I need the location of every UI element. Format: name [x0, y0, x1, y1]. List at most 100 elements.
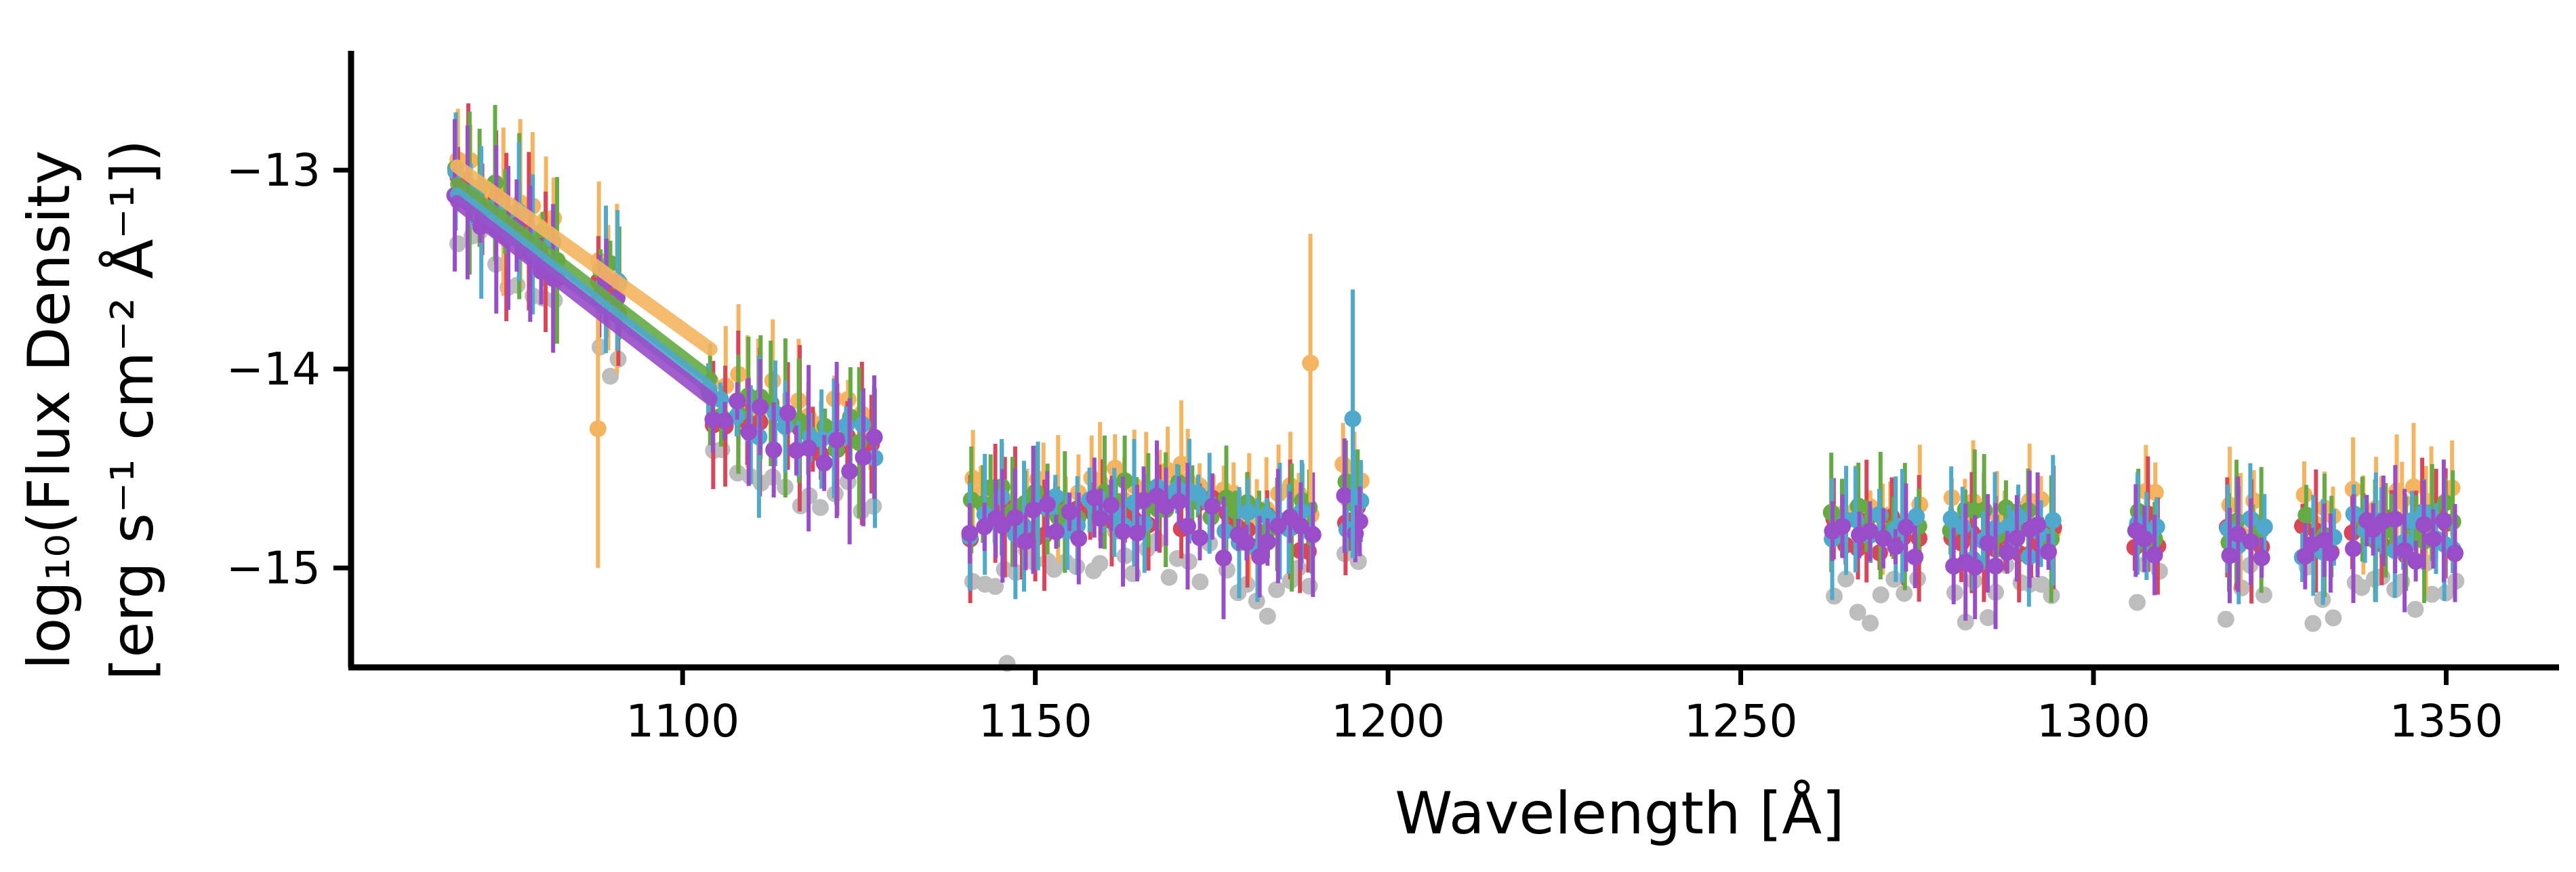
data-point [1875, 530, 1892, 547]
data-point [716, 412, 733, 430]
data-point [1006, 509, 1024, 526]
data-point [1887, 538, 1904, 556]
data-point [2044, 512, 2062, 529]
data-point [1158, 498, 1175, 516]
data-point [1204, 497, 1221, 515]
data-point [589, 420, 607, 438]
x-tick-label: 1150 [979, 695, 1092, 747]
data-point [2242, 533, 2260, 550]
data-point [1979, 535, 1997, 552]
data-point [752, 398, 769, 416]
data-point [2353, 579, 2371, 596]
data-point [1351, 512, 1368, 530]
data-point [2146, 546, 2163, 564]
data-point [1259, 533, 1276, 551]
data-point [765, 441, 783, 459]
data-point [2129, 594, 2146, 611]
data-point [1896, 585, 1913, 602]
data-point [1301, 577, 1318, 595]
data-point [2415, 516, 2432, 533]
data-point [837, 417, 855, 434]
data-point [779, 404, 796, 422]
plot-area [446, 103, 2465, 672]
fit-line-orange [450, 159, 718, 356]
y-tick-label: −13 [226, 144, 321, 196]
data-point [865, 428, 883, 446]
fit-line-purple [450, 195, 718, 406]
data-point [1826, 587, 1843, 605]
data-point [1834, 518, 1852, 535]
x-axis-title: Wavelength [Å] [1395, 779, 1844, 848]
data-point [800, 440, 817, 457]
data-point [1170, 493, 1187, 510]
data-point [2325, 609, 2342, 627]
data-point [1268, 581, 1286, 598]
data-point [1897, 518, 1915, 536]
data-point [2148, 518, 2165, 535]
data-point [1966, 558, 1984, 576]
data-point [1862, 615, 1879, 632]
data-point [2297, 506, 2315, 524]
y-axis-title: log₁₀(Flux Density [16, 150, 83, 670]
data-point [1017, 533, 1034, 550]
data-point [815, 454, 833, 472]
x-tick-label: 1200 [1331, 695, 1445, 747]
data-point [1092, 510, 1109, 527]
data-point [2255, 586, 2272, 604]
data-point [2033, 576, 2051, 594]
data-point [1160, 568, 1178, 586]
data-point [2407, 552, 2425, 570]
y-axis-title-line1: log₁₀(Flux Density [16, 150, 83, 670]
data-point [2146, 484, 2164, 501]
data-point [1344, 410, 1362, 428]
fit-line-green [450, 177, 718, 386]
data-point [1987, 557, 2005, 575]
data-point [602, 367, 619, 385]
data-point [1191, 573, 1209, 591]
data-point [1954, 518, 1971, 535]
data-point [1038, 495, 1056, 513]
data-point [1906, 548, 1924, 566]
axes: 1100 1150 1200 1250 1300 1350 −13 −14 −15 [226, 51, 2559, 747]
data-point [449, 235, 466, 253]
data-point [2040, 543, 2058, 561]
data-point [2396, 542, 2413, 560]
data-point [1292, 517, 1309, 535]
data-point [2344, 540, 2362, 558]
data-point [1102, 497, 1120, 514]
data-point [1091, 555, 1109, 573]
data-point [1872, 586, 1889, 604]
data-point [2255, 518, 2273, 536]
data-point [2253, 549, 2270, 566]
data-point [1304, 526, 1322, 543]
x-tick-label: 1250 [1684, 695, 1798, 747]
data-point [1214, 549, 1232, 566]
y-axis-title-2: [erg s⁻¹ cm⁻² Å⁻¹]) [98, 140, 167, 680]
data-point [2221, 547, 2238, 564]
data-point [1849, 604, 1866, 621]
data-point [2322, 544, 2339, 562]
data-point [1179, 518, 1196, 535]
y-axis-title-line2: [erg s⁻¹ cm⁻² Å⁻¹]) [98, 140, 167, 680]
data-point [1070, 530, 1088, 547]
data-point [1025, 501, 1042, 518]
data-point [855, 449, 872, 466]
data-point [1957, 613, 1974, 631]
data-point [1336, 487, 1353, 505]
data-point [961, 524, 979, 542]
data-point [1061, 503, 1078, 521]
data-point [1191, 529, 1208, 547]
data-point [994, 517, 1011, 535]
data-point [1269, 517, 1287, 535]
x-tick-label: 1100 [626, 695, 739, 747]
data-point [1837, 570, 1855, 587]
data-point [1861, 522, 1879, 540]
data-point [729, 392, 746, 410]
data-point [1135, 491, 1153, 509]
data-point [2447, 544, 2464, 562]
data-point [1047, 523, 1065, 541]
data-point [811, 499, 829, 516]
data-point [2435, 512, 2453, 530]
data-point [2229, 525, 2247, 543]
